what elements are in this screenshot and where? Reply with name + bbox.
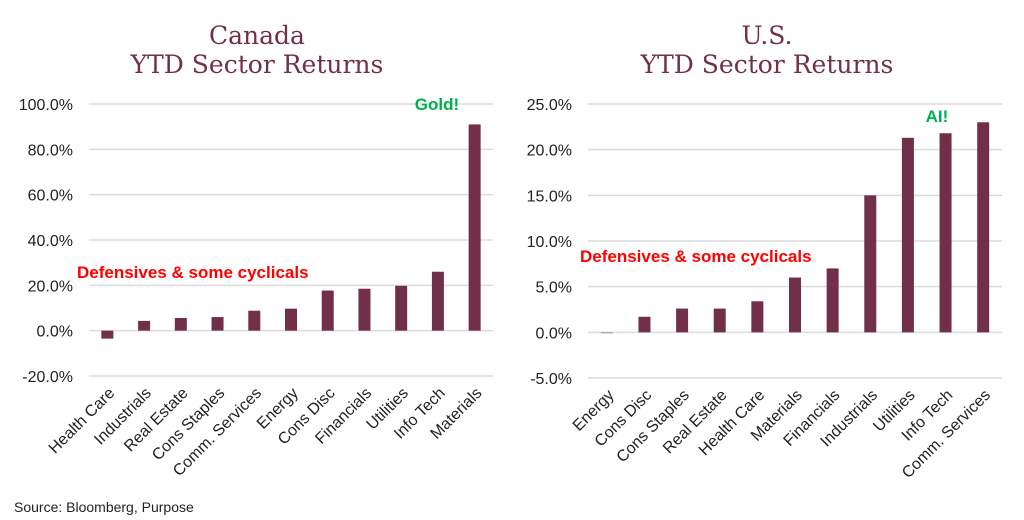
chart-title-line: Canada [209, 21, 305, 50]
bar [713, 308, 726, 333]
bar [789, 277, 801, 333]
bar [826, 268, 839, 333]
bar [321, 290, 334, 331]
annotation-label: Defensives & some cyclicals [77, 263, 309, 282]
y-tick-label: 0.0% [536, 325, 572, 342]
y-tick-label: 20.0% [527, 143, 572, 160]
bar [468, 124, 481, 331]
chart-title-line: YTD Sector Returns [640, 50, 894, 79]
chart-title-line: YTD Sector Returns [130, 50, 384, 79]
y-tick-label: -5.0% [530, 371, 572, 388]
bar [751, 301, 764, 333]
y-tick-label: 40.0% [28, 233, 73, 250]
y-tick-label: 25.0% [527, 97, 572, 114]
y-tick-label: 5.0% [536, 280, 572, 297]
bar [285, 308, 297, 331]
annotation-label: Defensives & some cyclicals [580, 247, 812, 266]
y-tick-label: 60.0% [28, 188, 73, 205]
source-note: Source: Bloomberg, Purpose [14, 499, 194, 515]
bar [977, 122, 990, 333]
y-tick-label: 80.0% [28, 142, 73, 159]
y-tick-label: 100.0% [19, 97, 73, 114]
y-tick-label: 10.0% [527, 234, 572, 251]
y-tick-label: 15.0% [527, 188, 572, 205]
bar [395, 285, 408, 331]
bar [600, 332, 613, 334]
bar [864, 195, 877, 333]
bar [358, 288, 371, 331]
y-tick-label: -20.0% [22, 369, 73, 386]
bar [431, 271, 444, 331]
y-tick-label: 0.0% [37, 324, 73, 341]
bar [138, 320, 151, 331]
annotation-label: AI! [926, 107, 949, 126]
bar [638, 316, 651, 333]
chart-title-line: U.S. [742, 21, 793, 50]
y-tick-label: 20.0% [28, 278, 73, 295]
bar [211, 317, 224, 331]
bar [101, 330, 114, 339]
bar [248, 310, 261, 331]
bar [174, 317, 187, 331]
bar [676, 308, 689, 333]
bar [901, 137, 914, 333]
annotation-label: Gold! [415, 95, 459, 114]
bar [939, 133, 952, 333]
